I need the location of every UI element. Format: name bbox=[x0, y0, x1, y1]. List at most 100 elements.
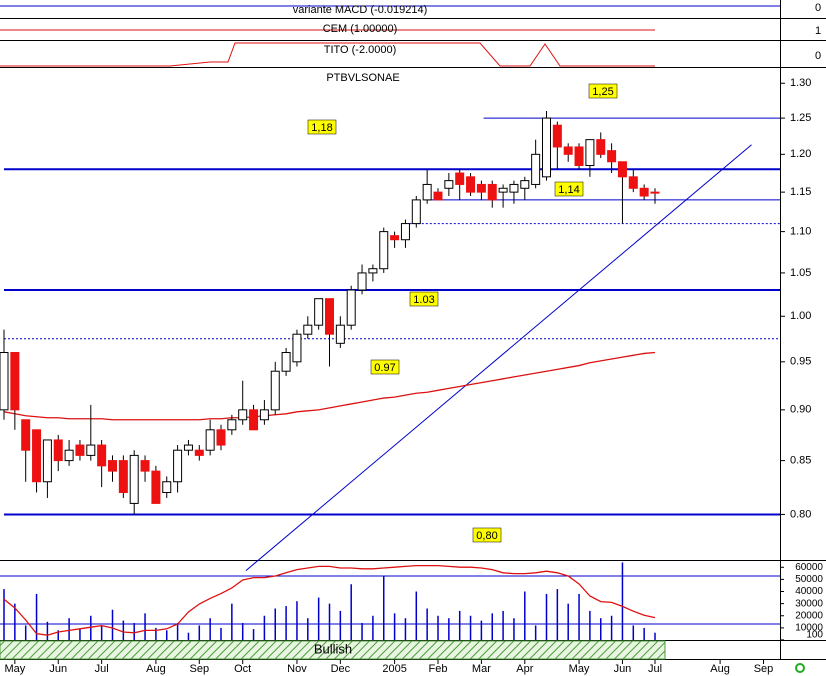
candle-body bbox=[390, 235, 400, 241]
annotation: 0.97 bbox=[374, 362, 395, 374]
candle-body bbox=[162, 481, 172, 494]
candle-body bbox=[379, 231, 389, 270]
y-tick-label: 0.85 bbox=[790, 455, 811, 467]
candle-body bbox=[118, 460, 128, 494]
candle-body bbox=[346, 289, 356, 326]
volume-bar bbox=[513, 618, 515, 640]
volume-bar bbox=[600, 618, 602, 640]
signal-label: Bullish bbox=[314, 641, 352, 656]
volume-bar bbox=[90, 615, 92, 640]
candle-body bbox=[400, 223, 410, 241]
volume-bar bbox=[198, 625, 201, 640]
candle-body bbox=[509, 183, 519, 193]
candle-body bbox=[140, 460, 150, 472]
candle-body bbox=[368, 268, 378, 274]
volume-bar bbox=[556, 589, 559, 640]
candle-body bbox=[542, 117, 551, 178]
y-tick-label: 0.90 bbox=[790, 404, 811, 416]
indicator-label: variante MACD (-0.019214) bbox=[293, 4, 428, 16]
candle-body bbox=[32, 429, 42, 483]
chart-title: PTBVLSONAE bbox=[326, 72, 399, 84]
candle-body bbox=[498, 187, 508, 193]
volume-bar bbox=[448, 618, 450, 640]
annotation: 0,80 bbox=[476, 530, 497, 542]
candle-body bbox=[357, 272, 367, 291]
x-tick-label: Sep bbox=[754, 663, 774, 675]
volume-bar bbox=[361, 623, 363, 640]
candle-body bbox=[574, 146, 584, 167]
candle-body bbox=[173, 449, 183, 483]
volume-bar bbox=[46, 621, 49, 640]
volume-bar bbox=[133, 623, 135, 640]
candle-body bbox=[21, 419, 31, 451]
volume-bar bbox=[296, 601, 298, 640]
volume-bar bbox=[176, 623, 179, 640]
volume-bar bbox=[372, 615, 374, 640]
y-tick-label: 1.10 bbox=[790, 226, 811, 238]
moving-average bbox=[3, 351, 656, 421]
x-tick-label: Jul bbox=[95, 663, 109, 675]
candle-body bbox=[270, 370, 280, 411]
annotation: 1,14 bbox=[558, 184, 579, 196]
y-tick-label: 1.15 bbox=[790, 186, 811, 198]
volume-bar bbox=[274, 608, 276, 640]
candle-body bbox=[563, 146, 573, 155]
y-tick-label: 30000 bbox=[795, 598, 823, 609]
y-tick-label: 100 bbox=[806, 630, 823, 641]
volume-bar bbox=[426, 608, 428, 640]
annotation-box bbox=[472, 527, 502, 543]
candle-body bbox=[292, 333, 302, 363]
x-tick-label: Dec bbox=[331, 663, 351, 675]
y-tick-label: 1.25 bbox=[790, 112, 811, 124]
y-tick-label: 1 bbox=[815, 25, 821, 37]
indicator-label: TITO (-2.0000) bbox=[324, 44, 397, 56]
y-tick-label: 1.05 bbox=[790, 267, 811, 279]
x-tick-label: Mar bbox=[472, 663, 491, 675]
candle-body bbox=[216, 429, 226, 446]
volume-bar bbox=[589, 610, 591, 640]
annotation-box bbox=[554, 181, 584, 197]
annotation-box bbox=[588, 83, 618, 99]
volume-bar bbox=[220, 627, 222, 640]
y-tick-label: 0.80 bbox=[790, 508, 811, 520]
candle-body bbox=[86, 444, 96, 456]
volume-bar bbox=[350, 584, 352, 640]
candle-body bbox=[108, 460, 117, 472]
candle-body bbox=[466, 176, 476, 193]
trendline bbox=[245, 144, 752, 571]
volume-bar bbox=[263, 615, 266, 640]
candle-body bbox=[205, 429, 215, 451]
x-tick-label: Jun bbox=[614, 663, 632, 675]
volume-bar bbox=[187, 632, 190, 640]
x-tick-label: Feb bbox=[429, 663, 448, 675]
candle-body bbox=[607, 150, 617, 163]
candle-body bbox=[596, 139, 606, 155]
status-icon bbox=[795, 663, 805, 673]
candle-body bbox=[97, 444, 107, 467]
volume-bar bbox=[328, 603, 331, 640]
candle-body bbox=[650, 191, 660, 194]
x-tick-label: Aug bbox=[710, 663, 730, 675]
volume-bar bbox=[14, 603, 16, 640]
volume-bar bbox=[404, 618, 407, 640]
candle-body bbox=[411, 199, 421, 225]
volume-bar bbox=[231, 603, 233, 640]
y-tick-label: 1.00 bbox=[790, 310, 811, 322]
candle-body bbox=[531, 153, 541, 185]
candle-body bbox=[617, 161, 627, 178]
volume-bar bbox=[632, 625, 635, 640]
volume-bar bbox=[567, 603, 569, 640]
x-tick-label: Aug bbox=[146, 663, 166, 675]
volume-bar bbox=[643, 627, 645, 640]
volume-bar bbox=[578, 593, 580, 640]
candle-body bbox=[476, 183, 486, 193]
x-tick-label: Nov bbox=[287, 663, 307, 675]
candle-body bbox=[422, 183, 432, 201]
volume-bar bbox=[241, 623, 244, 640]
candle-body bbox=[303, 324, 313, 335]
volume-bar bbox=[285, 606, 287, 640]
volume-bar bbox=[155, 627, 157, 640]
candle-body bbox=[433, 191, 443, 201]
volume-bar bbox=[545, 593, 548, 640]
candle-body bbox=[455, 172, 465, 185]
